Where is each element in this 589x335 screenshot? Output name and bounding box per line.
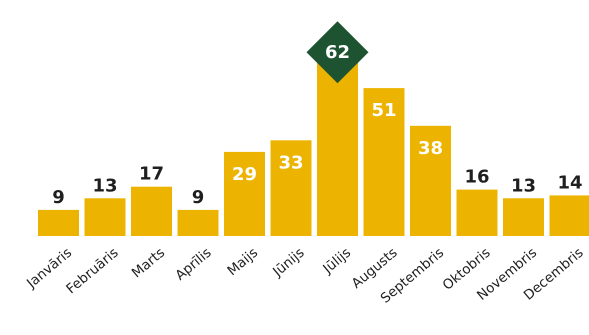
category-label-februaris: Februāris <box>63 245 121 298</box>
bar-decembris <box>549 195 589 236</box>
category-label-julijs: Jūlijs <box>319 245 354 278</box>
bar-maijs <box>224 151 265 236</box>
bar-februaris <box>84 198 126 236</box>
bar-augusts <box>363 88 405 236</box>
value-label-marts: 17 <box>139 164 164 185</box>
value-label-julijs: 62 <box>325 42 350 63</box>
bars-layer <box>38 56 589 237</box>
value-label-februaris: 13 <box>92 175 117 196</box>
bar-julijs <box>317 56 358 237</box>
value-label-novembris: 13 <box>511 175 536 196</box>
category-label-junijs: Jūnijs <box>269 245 307 281</box>
value-label-junijs: 33 <box>278 152 303 173</box>
value-label-decembris: 14 <box>557 172 582 193</box>
bar-aprilis <box>177 209 219 236</box>
value-label-septembris: 38 <box>418 138 443 159</box>
category-label-maijs: Maijs <box>224 245 261 279</box>
value-label-augusts: 51 <box>371 100 396 121</box>
value-label-maijs: 29 <box>232 164 257 185</box>
bar-septembris <box>410 125 451 236</box>
bar-junijs <box>270 140 312 236</box>
value-label-janvaris: 9 <box>52 187 65 208</box>
bar-janvaris <box>38 209 79 236</box>
badges-layer <box>306 21 369 84</box>
bar-novembris <box>503 198 544 236</box>
highlight-diamond-julijs <box>306 21 369 84</box>
bar-oktobris <box>456 189 498 236</box>
value-label-oktobris: 16 <box>464 167 489 188</box>
value-label-aprilis: 9 <box>192 187 205 208</box>
category-label-aprilis: Aprīlis <box>172 245 214 284</box>
value-labels-layer: 9 13 17 9 29 33 62 51 38 16 13 14 <box>52 42 582 208</box>
bar-marts <box>131 186 172 236</box>
category-label-marts: Marts <box>129 245 168 282</box>
